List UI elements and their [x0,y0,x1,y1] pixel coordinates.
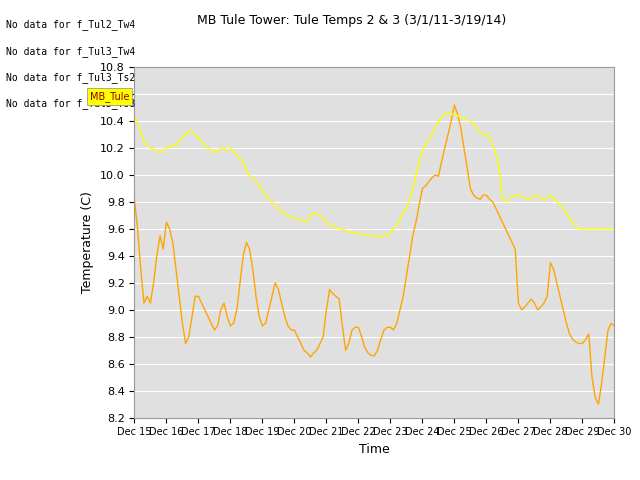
Tul2_Ts-2 [470,192,477,198]
Tul2_Ts-8 [131,113,138,119]
Tul2_Ts-2 [364,350,372,356]
Tul2_Ts-2 [131,196,138,202]
Tul2_Ts-2 [607,320,615,326]
Tul2_Ts-2 [451,102,458,108]
Tul2_Ts-2 [300,348,308,353]
Tul2_Ts-2 [422,183,429,189]
Tul2_Ts-8 [300,218,308,224]
Text: MB_Tule: MB_Tule [90,91,129,102]
Tul2_Ts-8 [607,226,615,232]
Tul2_Ts-8 [444,109,452,115]
Text: No data for f_Tul2_Tw4: No data for f_Tul2_Tw4 [6,19,136,30]
Tul2_Ts-2 [595,401,602,407]
Text: MB Tule Tower: Tule Temps 2 & 3 (3/1/11-3/19/14): MB Tule Tower: Tule Temps 2 & 3 (3/1/11-… [197,14,507,27]
Line: Tul2_Ts-8: Tul2_Ts-8 [134,112,614,237]
Tul2_Ts-8 [364,233,372,239]
Tul2_Ts-8 [425,137,433,143]
Tul2_Ts-8 [611,226,618,232]
Tul2_Ts-8 [438,114,445,120]
Text: No data for f_Tul3_Tw4: No data for f_Tul3_Tw4 [6,46,136,57]
Text: No data for f_Tul3_Ts2: No data for f_Tul3_Ts2 [6,72,136,83]
Tul2_Ts-2 [611,323,618,329]
Y-axis label: Temperature (C): Temperature (C) [81,192,94,293]
Text: No data for f_Tul3_Ts8: No data for f_Tul3_Ts8 [6,98,136,109]
Line: Tul2_Ts-2: Tul2_Ts-2 [134,105,614,404]
Tul2_Ts-2 [435,173,442,179]
Tul2_Ts-8 [473,125,481,131]
X-axis label: Time: Time [359,443,390,456]
Tul2_Ts-8 [374,234,381,240]
